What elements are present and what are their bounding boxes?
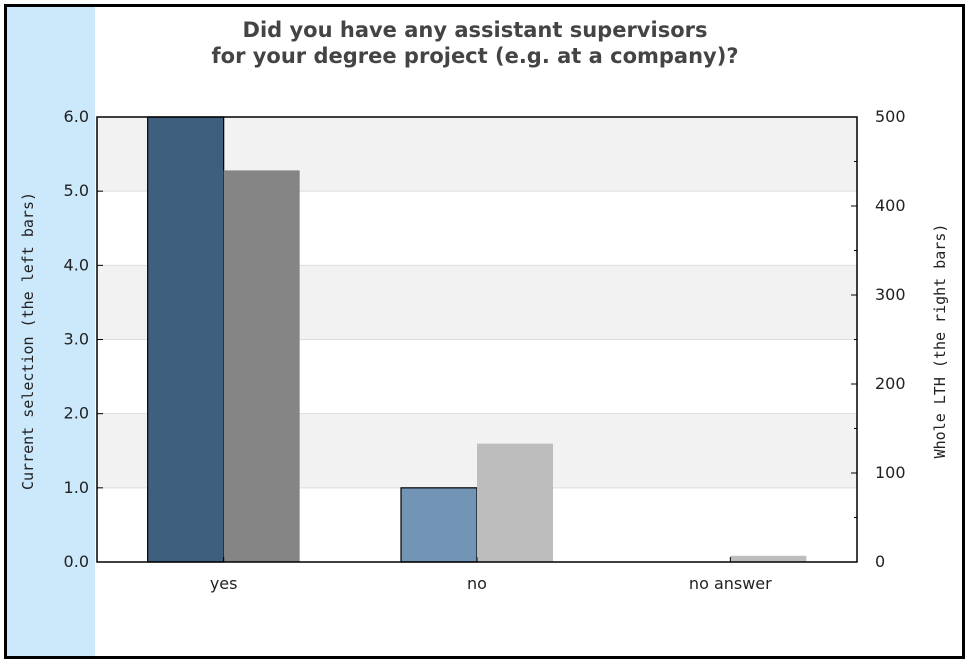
- bar-left-no: [400, 487, 478, 563]
- x-tick-label: no: [467, 574, 487, 593]
- y-left-tick-label: 5.0: [64, 181, 89, 200]
- y-right-tick-label: 500: [875, 107, 906, 126]
- bar-right-no-answer: [730, 555, 807, 562]
- y-axis-right-label: Whole LTH (the right bars): [931, 224, 949, 459]
- y-axis-left-label: Current selection (the left bars): [19, 192, 37, 490]
- y-left-tick-label: 2.0: [64, 404, 89, 423]
- bar-right-yes: [223, 170, 300, 562]
- axis-ticks: 0.0 1.0 2.0 3.0 4.0 5.0 6.0 0 100 200 300 400 500 yes…: [64, 107, 906, 593]
- y-left-tick-label: 1.0: [64, 478, 89, 497]
- chart-title-line-2: for your degree project (e.g. at a compa…: [212, 44, 739, 68]
- y-left-tick-label: 4.0: [64, 255, 89, 274]
- y-left-tick-label: 0.0: [64, 552, 89, 571]
- y-right-tick-label: 200: [875, 374, 906, 393]
- bar-right-no: [477, 443, 553, 562]
- y-right-tick-label: 400: [875, 196, 906, 215]
- x-tick-label: no answer: [689, 574, 772, 593]
- y-left-tick-label: 3.0: [64, 330, 89, 349]
- bar-chart: 0.0 1.0 2.0 3.0 4.0 5.0 6.0 0 100 200 300 400 500 yes…: [19, 18, 949, 593]
- y-right-tick-label: 0: [875, 552, 885, 571]
- left-highlight-strip: [7, 7, 95, 656]
- y-right-tick-label: 300: [875, 285, 906, 304]
- bar-left-yes: [147, 116, 225, 563]
- y-right-tick-label: 100: [875, 463, 906, 482]
- bars: [147, 116, 807, 563]
- chart-frame: 0.0 1.0 2.0 3.0 4.0 5.0 6.0 0 100 200 300 400 500 yes…: [4, 4, 965, 659]
- y-left-tick-label: 6.0: [64, 107, 89, 126]
- chart-title-line-1: Did you have any assistant supervisors: [243, 18, 708, 42]
- x-tick-label: yes: [210, 574, 238, 593]
